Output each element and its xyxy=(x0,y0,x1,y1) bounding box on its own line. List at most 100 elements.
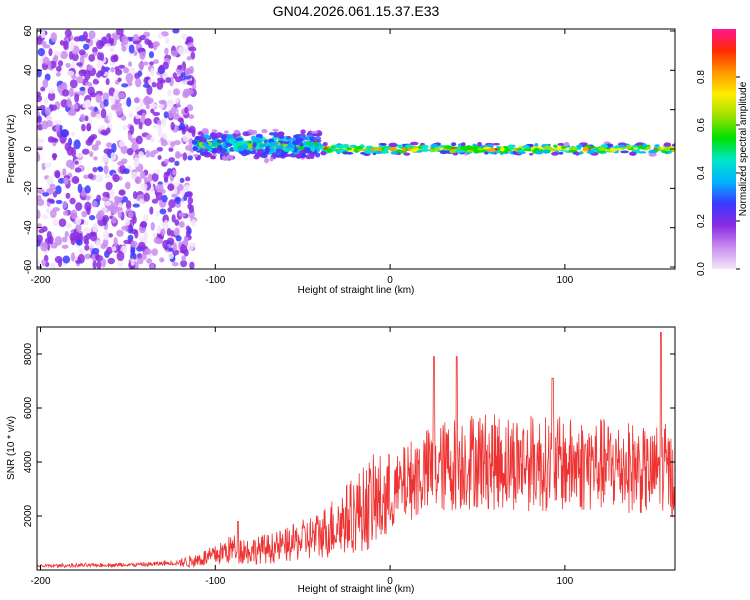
heatmap-cell xyxy=(153,124,161,129)
heatmap-cell xyxy=(185,225,191,232)
heatmap-cell xyxy=(37,37,43,46)
spectrogram-x-ticks: -200 -100 0 100 xyxy=(30,29,574,286)
heatmap-cell xyxy=(178,123,186,131)
heatmap-cell xyxy=(172,72,178,79)
heatmap-cell xyxy=(587,150,595,154)
heatmap-cell xyxy=(558,151,564,155)
heatmap-cell xyxy=(46,115,53,121)
heatmap-cell xyxy=(143,176,148,184)
heatmap-cell xyxy=(139,98,144,109)
heatmap-cell xyxy=(306,141,312,145)
heatmap-cell xyxy=(65,192,71,199)
heatmap-cell xyxy=(84,244,90,251)
heatmap-cell xyxy=(95,174,104,183)
heatmap-cell xyxy=(299,137,304,143)
heatmap-cell xyxy=(180,260,188,268)
heatmap-cell xyxy=(150,67,155,77)
heatmap-cell xyxy=(40,242,48,247)
heatmap-cell xyxy=(89,232,98,242)
heatmap-cell xyxy=(115,68,123,76)
heatmap-cell xyxy=(96,260,102,269)
heatmap-cell xyxy=(163,111,169,119)
heatmap-cell xyxy=(576,144,583,149)
heatmap-cell xyxy=(100,108,107,119)
heatmap-cell xyxy=(150,221,155,231)
x-tick-label: 0 xyxy=(387,576,393,587)
heatmap-cell xyxy=(127,211,134,219)
heatmap-cell xyxy=(139,171,146,179)
heatmap-cell xyxy=(111,216,117,224)
heatmap-cell xyxy=(88,106,95,111)
heatmap-cell xyxy=(185,144,193,151)
heatmap-cell xyxy=(142,83,151,88)
heatmap-cell xyxy=(204,144,211,150)
y-tick-label: -60 xyxy=(23,259,34,274)
heatmap-cell xyxy=(597,147,606,151)
heatmap-cell xyxy=(108,37,114,44)
heatmap-cell xyxy=(223,130,229,134)
heatmap-cell xyxy=(85,38,91,43)
heatmap-cell xyxy=(109,47,114,53)
heatmap-cell xyxy=(170,49,178,57)
heatmap-cell xyxy=(236,140,243,147)
heatmap-cell xyxy=(193,153,199,158)
heatmap-cell xyxy=(64,142,72,152)
heatmap-cell xyxy=(74,167,82,173)
y-tick-label: 60 xyxy=(23,25,34,37)
heatmap-cell xyxy=(117,259,124,268)
heatmap-cell xyxy=(184,184,190,192)
heatmap-cell xyxy=(60,129,69,138)
heatmap-cell xyxy=(69,232,76,242)
heatmap-cell xyxy=(159,208,167,215)
heatmap-cell xyxy=(91,144,99,151)
heatmap-cell xyxy=(57,177,66,184)
heatmap-cell xyxy=(175,196,181,205)
heatmap-cell xyxy=(175,153,184,158)
colorbar-tick-label: 0.8 xyxy=(696,70,707,84)
heatmap-cell xyxy=(69,87,74,98)
x-tick-label: 100 xyxy=(557,576,574,587)
heatmap-cell xyxy=(191,219,197,227)
heatmap-cell xyxy=(167,89,172,97)
heatmap-cell xyxy=(380,143,387,146)
heatmap-cell xyxy=(73,103,79,110)
heatmap-cell xyxy=(129,252,137,261)
heatmap-cell xyxy=(182,135,189,142)
heatmap-cell xyxy=(557,142,565,146)
heatmap-cell xyxy=(55,72,61,77)
heatmap-cell xyxy=(455,150,464,153)
heatmap-cell xyxy=(54,236,63,246)
heatmap-cell xyxy=(40,29,46,39)
heatmap-cell xyxy=(297,152,303,158)
heatmap-cell xyxy=(161,194,168,203)
heatmap-cell xyxy=(101,154,109,164)
heatmap-cell xyxy=(235,137,243,142)
y-tick-label: 4000 xyxy=(23,450,34,473)
heatmap-cell xyxy=(163,219,169,229)
snr-panel: -200 -100 0 100 2000 4000 6000 8000 Height of … xyxy=(6,326,676,595)
heatmap-cell xyxy=(47,198,55,203)
heatmap-cell xyxy=(170,106,177,115)
heatmap-cell xyxy=(118,140,125,148)
heatmap-cell xyxy=(132,40,141,45)
heatmap-cell xyxy=(484,151,489,155)
heatmap-cell xyxy=(71,52,79,62)
heatmap-cell xyxy=(133,97,141,104)
heatmap-cell xyxy=(160,31,169,37)
heatmap-cell xyxy=(52,138,59,143)
heatmap-cell xyxy=(113,90,121,100)
heatmap-cell xyxy=(78,248,84,254)
heatmap-cell xyxy=(102,230,109,241)
heatmap-cell xyxy=(102,238,109,248)
heatmap-cell xyxy=(625,145,632,150)
heatmap-cell xyxy=(313,138,322,143)
figure-title: GN04.2026.061.15.37.E33 xyxy=(273,3,440,19)
heatmap-cell xyxy=(157,119,162,126)
heatmap-cell xyxy=(173,140,181,146)
heatmap-cell xyxy=(174,219,180,226)
heatmap-cell xyxy=(171,193,178,198)
heatmap-cell xyxy=(67,109,76,116)
heatmap-cell xyxy=(88,215,96,221)
heatmap-cell xyxy=(561,145,567,149)
y-tick-label: 20 xyxy=(23,104,34,116)
